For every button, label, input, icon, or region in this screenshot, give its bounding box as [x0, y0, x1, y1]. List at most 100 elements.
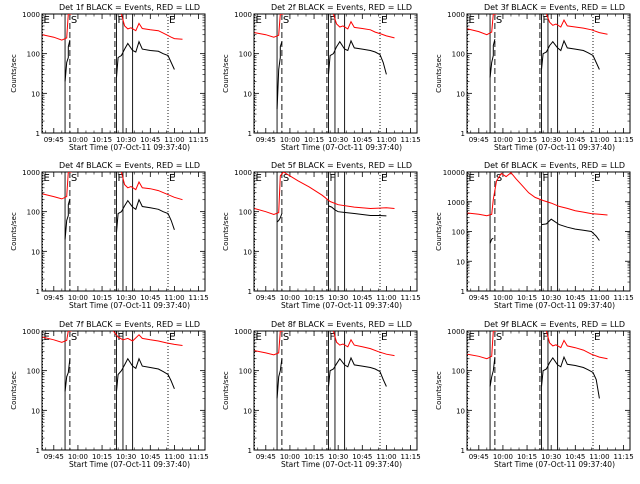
panel-det-4: Det 4f BLACK = Events, RED = LLD 1 10 100 10…	[10, 161, 209, 310]
x-tick-label: 09:45	[469, 453, 489, 461]
panel-det-9: Det 9f BLACK = Events, RED = LLD 1 10 100 10…	[435, 320, 634, 469]
x-tick-label: 10:30	[328, 453, 348, 461]
x-tick-label: 10:45	[140, 294, 160, 302]
y-tick-label: 100	[239, 368, 252, 376]
x-tick-label: 10:00	[280, 136, 300, 144]
y-tick-label: 10	[31, 407, 40, 415]
plot-frame	[41, 13, 206, 134]
x-axis-label: Start Time (07-Oct-11 09:37:40)	[494, 301, 615, 310]
x-tick-label: 10:45	[352, 294, 372, 302]
x-tick-label: 09:45	[256, 453, 276, 461]
series-line-lld	[545, 14, 608, 35]
y-tick-label: 1000	[234, 328, 252, 336]
y-axis-label: Counts/sec	[222, 371, 230, 410]
plot-frame	[466, 330, 631, 451]
series-group	[467, 331, 608, 399]
x-tick-label: 10:00	[68, 136, 88, 144]
x-tick-label: 10:00	[493, 294, 513, 302]
y-tick-label: 100	[27, 368, 40, 376]
y-tick-label: 1	[248, 288, 252, 296]
flag-label: S	[283, 332, 289, 343]
x-tick-label: 10:15	[92, 294, 112, 302]
x-tick-label: 09:45	[44, 294, 64, 302]
series-line-lld	[254, 14, 284, 38]
y-axis-label: Counts/sec	[10, 212, 18, 251]
x-tick-label: 09:45	[44, 453, 64, 461]
y-axis-label: Counts/sec	[222, 54, 230, 93]
x-tick-label: 11:15	[613, 453, 633, 461]
flag-label: E	[256, 15, 262, 26]
x-tick-label: 10:45	[352, 453, 372, 461]
flag-label: E	[594, 173, 600, 184]
plot-frame	[466, 171, 631, 292]
panel-title: Det 1f BLACK = Events, RED = LLD	[59, 3, 200, 12]
flag-label: F	[330, 332, 336, 343]
series-line-lld	[254, 331, 284, 356]
x-tick-label: 11:00	[164, 453, 184, 461]
series-line-lld	[120, 172, 183, 201]
y-tick-label: 10	[31, 248, 40, 256]
plot-frame	[466, 13, 631, 134]
series-line-lld	[112, 331, 183, 346]
x-tick-label: 10:45	[140, 136, 160, 144]
series-line-events	[276, 358, 283, 399]
y-tick-label: 100	[27, 209, 40, 217]
panel-det-5: Det 5f BLACK = Events, RED = LLD 1 10 100 10…	[222, 161, 421, 310]
y-tick-label: 1	[461, 447, 465, 455]
panel-det-1: Det 1f BLACK = Events, RED = LLD 1 10 100 10…	[10, 3, 209, 152]
flag-label: F	[118, 15, 124, 26]
y-tick-label: 1	[248, 130, 252, 138]
x-tick-label: 11:00	[589, 453, 609, 461]
x-tick-label: 10:45	[565, 136, 585, 144]
series-group	[254, 172, 395, 223]
panel-det-6: Det 6f BLACK = Events, RED = LLD 1 10 100 10…	[435, 161, 634, 310]
flag-label: F	[118, 173, 124, 184]
x-tick-label: 11:00	[376, 453, 396, 461]
panel-title: Det 3f BLACK = Events, RED = LLD	[484, 3, 625, 12]
plot-frame	[41, 171, 206, 292]
x-tick-label: 10:00	[68, 453, 88, 461]
plot-frame	[253, 171, 418, 292]
x-tick-label: 11:15	[400, 136, 420, 144]
flag-label: E	[469, 15, 475, 26]
x-tick-label: 10:15	[304, 453, 324, 461]
x-tick-label: 11:00	[589, 294, 609, 302]
x-tick-label: 10:45	[352, 136, 372, 144]
flag-label: E	[594, 15, 600, 26]
y-tick-label: 10	[31, 90, 40, 98]
x-tick-label: 10:30	[328, 136, 348, 144]
panel-det-2: Det 2f BLACK = Events, RED = LLD 1 10 100 10…	[222, 3, 421, 152]
series-line-lld	[120, 14, 183, 40]
plot-frame	[253, 330, 418, 451]
y-tick-label: 1000	[447, 328, 465, 336]
x-tick-label: 10:30	[541, 136, 561, 144]
x-tick-label: 10:45	[565, 453, 585, 461]
series-line-events	[116, 357, 175, 392]
y-tick-label: 100	[452, 51, 465, 59]
y-tick-label: 1	[36, 130, 40, 138]
series-group	[467, 172, 608, 244]
series-line-events	[489, 237, 494, 244]
x-tick-label: 11:15	[188, 136, 208, 144]
x-tick-label: 10:00	[493, 136, 513, 144]
series-line-events	[64, 358, 71, 392]
x-tick-label: 10:15	[304, 294, 324, 302]
series-group	[42, 14, 183, 82]
y-tick-label: 10000	[443, 169, 465, 177]
y-tick-label: 100	[452, 368, 465, 376]
y-tick-label: 1	[461, 288, 465, 296]
y-tick-label: 1000	[22, 328, 40, 336]
x-axis-label: Start Time (07-Oct-11 09:37:40)	[494, 460, 615, 469]
y-tick-label: 100	[452, 229, 465, 237]
panel-title: Det 2f BLACK = Events, RED = LLD	[271, 3, 412, 12]
panel-title: Det 7f BLACK = Events, RED = LLD	[59, 320, 200, 329]
series-line-lld	[467, 14, 497, 36]
flag-label: E	[381, 332, 387, 343]
x-tick-label: 09:45	[469, 136, 489, 144]
series-line-events	[328, 39, 387, 75]
y-tick-label: 1000	[22, 169, 40, 177]
x-tick-label: 09:45	[469, 294, 489, 302]
x-tick-label: 11:00	[164, 294, 184, 302]
panel-title: Det 9f BLACK = Events, RED = LLD	[484, 320, 625, 329]
x-axis-label: Start Time (07-Oct-11 09:37:40)	[69, 301, 190, 310]
